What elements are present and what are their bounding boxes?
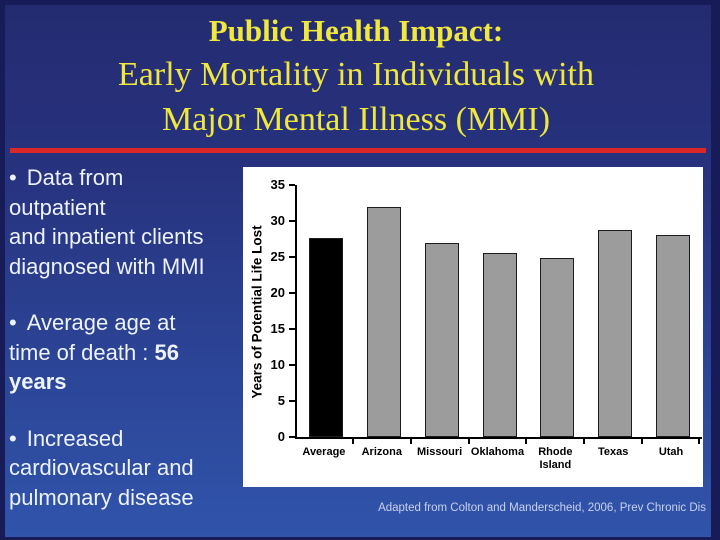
- y-tick-mark: [289, 364, 295, 366]
- y-tick-label: 20: [270, 285, 285, 300]
- bullet-dot: •: [9, 165, 17, 190]
- y-tick-mark: [289, 256, 295, 258]
- citation-text: Adapted from Colton and Manderscheid, 20…: [378, 502, 706, 514]
- title-line-2: Early Mortality in Individuals with: [118, 56, 594, 93]
- bullet-average-age: • Average age at time of death : 56 years: [9, 308, 245, 397]
- bar-missouri: [424, 242, 459, 437]
- x-category-label: Average: [302, 446, 346, 458]
- y-tick-mark: [289, 184, 295, 186]
- x-category-label: Arizona: [361, 446, 402, 458]
- bullet-disease: • Increased cardiovascular and pulmonary …: [9, 424, 245, 513]
- bar-chart: Years of Potential Life Lost 0 5 10 15 20 25 3…: [243, 167, 703, 487]
- title-divider: [10, 148, 706, 153]
- y-tick-label: 25: [270, 249, 285, 264]
- x-category-label: Missouri: [417, 446, 463, 458]
- x-tick-mark: [525, 439, 528, 444]
- y-tick-mark: [289, 292, 295, 294]
- x-tick-mark: [698, 439, 700, 444]
- x-tick-mark: [351, 439, 354, 444]
- title-line-1: Public Health Impact:: [208, 13, 504, 48]
- y-tick-label: 0: [277, 429, 285, 444]
- y-tick-mark: [289, 220, 295, 222]
- bullet-text: Average age at time of death :: [9, 310, 176, 365]
- y-tick-mark: [289, 400, 295, 402]
- x-category-label: Texas: [598, 446, 629, 458]
- y-tick-label: 30: [270, 213, 285, 228]
- bullet-dot: •: [9, 310, 17, 335]
- x-category-label: Utah: [658, 446, 684, 458]
- bar-utah: [656, 235, 691, 437]
- x-tick-mark: [409, 439, 412, 444]
- x-tick-mark: [583, 439, 586, 444]
- plot-area: [295, 185, 702, 439]
- bullet-data-source: • Data from outpatient and inpatient clie…: [9, 163, 245, 281]
- y-tick-label: 35: [270, 177, 285, 192]
- bullet-text: Data from outpatient and inpatient clien…: [9, 165, 205, 279]
- bar-texas: [598, 229, 633, 437]
- title-line-3: Major Mental Illness (MMI): [161, 101, 551, 138]
- y-tick-label: 5: [277, 393, 285, 408]
- bar-arizona: [366, 206, 401, 437]
- bar-rhode-island: [540, 258, 575, 437]
- bullet-text-bold: 56 years: [9, 339, 180, 395]
- y-tick-label: 10: [270, 357, 285, 372]
- x-tick-mark: [641, 439, 644, 444]
- bullet-list: • Data from outpatient and inpatient clie…: [9, 163, 245, 539]
- bullet-text: Increased cardiovascular and pulmonary d…: [9, 425, 194, 510]
- y-tick-label: 15: [270, 321, 285, 336]
- bullet-dot: •: [9, 425, 17, 451]
- x-category-label: Rhode Island: [538, 446, 573, 471]
- bar-oklahoma: [482, 253, 517, 437]
- bar-average: [308, 237, 343, 437]
- slide-title: Public Health Impact: Early Mortality in…: [0, 9, 712, 142]
- x-category-label: Oklahoma: [470, 446, 525, 458]
- y-tick-mark: [289, 436, 295, 438]
- x-tick-mark: [467, 439, 470, 444]
- y-tick-mark: [289, 328, 295, 330]
